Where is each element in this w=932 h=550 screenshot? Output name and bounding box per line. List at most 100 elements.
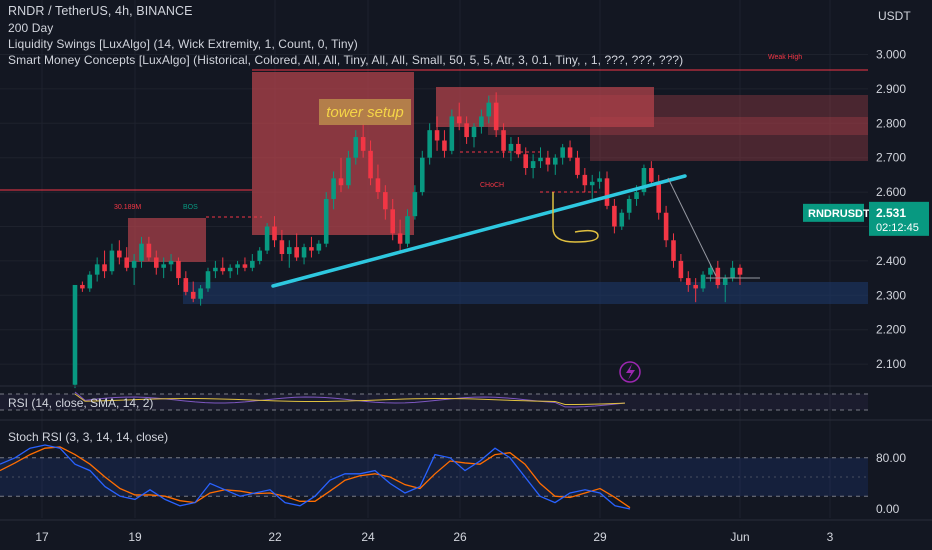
candle-body: [383, 192, 388, 210]
time-axis[interactable]: 17 19 22 24 26 29 Jun 3: [0, 519, 932, 544]
candle-body: [397, 233, 403, 244]
price-tick: 2.100: [876, 357, 906, 371]
supply-zone-top: [436, 87, 654, 127]
candle-body: [493, 102, 499, 131]
candle-body: [294, 247, 299, 258]
candle-body: [456, 116, 462, 124]
candle-body: [153, 257, 159, 268]
candle-body: [198, 288, 203, 299]
price-tick: 3.000: [876, 48, 906, 62]
candle-body: [220, 267, 226, 272]
candle-body: [575, 157, 580, 175]
price-axis[interactable]: USDT3.0002.9002.8002.7002.6002.5002.4002…: [803, 0, 932, 550]
candle-body: [619, 212, 625, 227]
candle-body: [486, 102, 492, 117]
candle-body: [523, 154, 529, 169]
lightning-icon: [619, 361, 641, 383]
candle-body: [442, 140, 447, 151]
candle-body: [250, 260, 255, 268]
supply-zone-mid: [488, 95, 868, 135]
price-tick: 2.400: [876, 254, 906, 268]
trendline: [271, 174, 687, 288]
candle-body: [715, 267, 721, 285]
candle-body: [346, 157, 351, 186]
stoch-tick-80: 80.00: [876, 451, 906, 465]
weak-high-label: Weak High: [768, 54, 802, 61]
choch-label: CHoCH: [480, 182, 504, 189]
candle-body: [589, 181, 595, 186]
symbol-title[interactable]: RNDR / TetherUS, 4h, BINANCE: [8, 4, 193, 18]
projection-line: [667, 177, 717, 277]
candle-body: [109, 250, 115, 272]
candle-body: [722, 278, 728, 285]
price-axis-bg: [868, 0, 932, 550]
candle-body: [708, 267, 713, 275]
candle-body: [419, 157, 425, 193]
candle-body: [161, 264, 166, 268]
current-price-label: 2.531: [876, 206, 906, 220]
stoch-rsi-pane: 80.00 0.00: [0, 419, 932, 516]
candle-body: [331, 178, 336, 199]
indicator-smart-money[interactable]: Smart Money Concepts [LuxAlgo] (Historic…: [8, 53, 684, 67]
candle-body: [730, 267, 735, 279]
price-tick: 2.600: [876, 185, 906, 199]
time-tick: 29: [593, 530, 607, 544]
stoch-tick-0: 0.00: [876, 502, 900, 516]
candle-body: [612, 205, 617, 227]
candle-body: [286, 247, 292, 255]
lightning-icon-glyph: [626, 364, 635, 380]
candle-body: [235, 264, 240, 268]
candle-body: [213, 267, 218, 272]
candle-body: [560, 147, 565, 158]
rsi-legend[interactable]: RSI (14, close, SMA, 14, 2): [8, 396, 154, 410]
tower-setup-box: [319, 99, 411, 125]
candle-body: [94, 264, 100, 275]
candle-body: [323, 198, 329, 244]
candle-body: [656, 181, 662, 213]
candle-body: [257, 250, 263, 261]
candle-body: [338, 178, 344, 186]
candle-body: [264, 226, 270, 251]
price-tick: 2.700: [876, 151, 906, 165]
indicator-liquidity-swings[interactable]: Liquidity Swings [LuxAlgo] (14, Wick Ext…: [8, 37, 358, 51]
time-tick: 19: [128, 530, 142, 544]
candle-body: [685, 278, 691, 285]
indicator-200-day[interactable]: 200 Day: [8, 21, 54, 35]
candle-body: [390, 209, 396, 234]
stoch-rsi-legend[interactable]: Stoch RSI (3, 3, 14, 14, close): [8, 430, 169, 444]
countdown-label: 02:12:45: [876, 222, 919, 234]
candle-body: [501, 130, 506, 151]
price-tick: 2.900: [876, 82, 906, 96]
bos-label: BOS: [183, 204, 198, 211]
time-tick: 26: [453, 530, 467, 544]
candle-body: [183, 278, 189, 292]
symbol-badge: [803, 203, 864, 222]
candle-body: [301, 247, 307, 258]
candle-body: [353, 137, 359, 158]
time-tick: 24: [361, 530, 375, 544]
candle-body: [242, 264, 248, 268]
candle-body: [464, 123, 469, 138]
stoch-k-line: [0, 444, 631, 510]
candle-body: [434, 130, 440, 141]
candle-body: [146, 243, 152, 258]
candle-body: [375, 178, 381, 193]
candle-body: [80, 284, 85, 289]
demand-zone: [183, 282, 868, 304]
price-tick: 2.200: [876, 323, 906, 337]
time-tick: 3: [827, 530, 834, 544]
candle-body: [72, 284, 78, 385]
candle-body: [479, 116, 484, 127]
candle-body: [582, 174, 588, 186]
candle-body: [279, 240, 285, 255]
candle-body: [124, 257, 130, 268]
candle-body: [427, 130, 432, 158]
candle-body: [190, 291, 196, 299]
candle-body: [168, 260, 174, 265]
time-tick: Jun: [730, 530, 749, 544]
candle-body: [597, 178, 602, 182]
candle-body: [737, 267, 743, 275]
candle-body: [508, 143, 514, 151]
rsi-ma-line: [74, 393, 626, 406]
